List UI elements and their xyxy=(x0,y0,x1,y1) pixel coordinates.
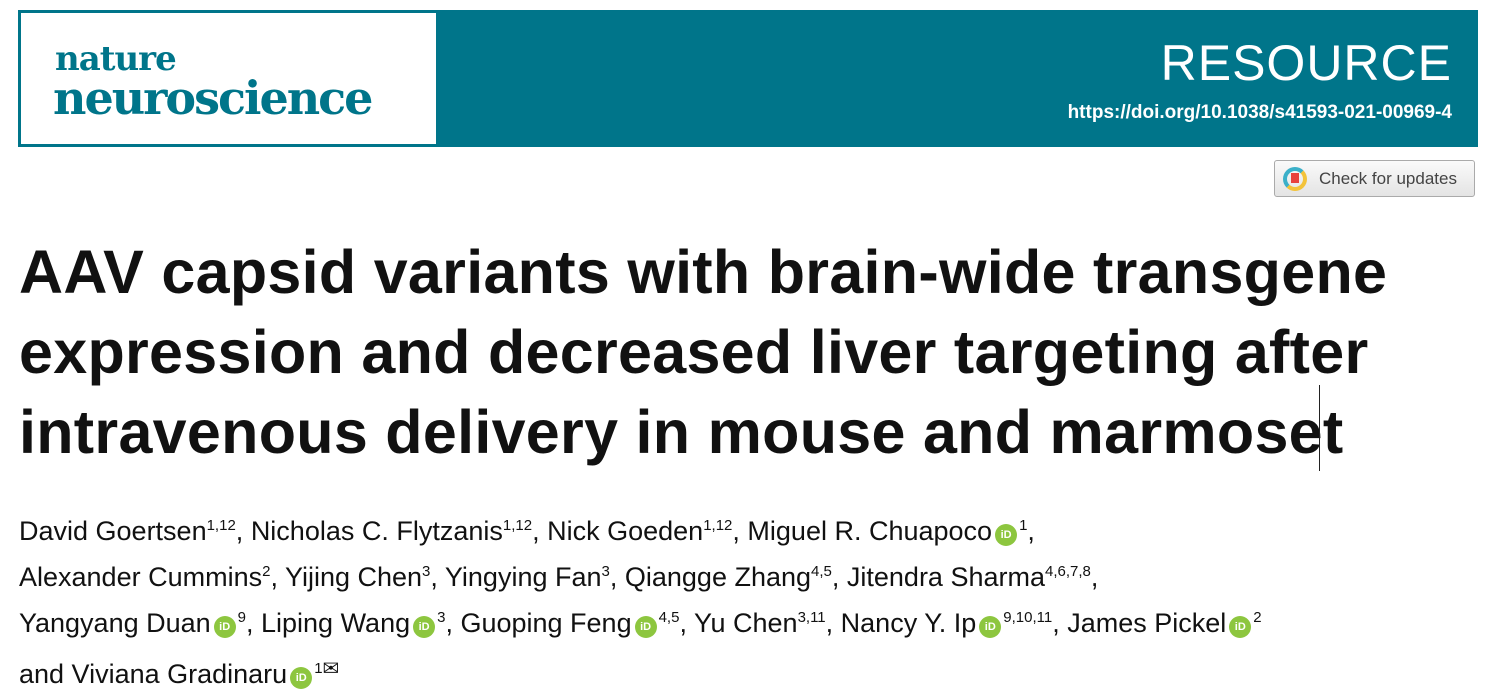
affiliation-superscript[interactable]: 9 xyxy=(237,609,246,626)
author-name[interactable]: Nicholas C. Flytzanis xyxy=(250,516,503,546)
orcid-icon[interactable]: iD xyxy=(995,524,1018,546)
orcid-icon[interactable]: iD xyxy=(413,616,436,638)
logo-line-1: nature xyxy=(55,39,177,79)
logo-line-2: neuroscience xyxy=(53,71,373,125)
affiliation-superscript[interactable]: 1,12 xyxy=(703,517,733,534)
author-name[interactable]: Nancy Y. Ip xyxy=(840,608,977,638)
separator: , xyxy=(732,516,748,546)
author-name[interactable]: Miguel R. Chuapoco xyxy=(747,516,993,546)
separator: , xyxy=(825,608,841,638)
email-icon[interactable]: ✉ xyxy=(322,658,340,680)
text-cursor xyxy=(1319,385,1320,471)
separator: , xyxy=(246,608,262,638)
orcid-icon[interactable]: iD xyxy=(213,616,236,638)
separator: , xyxy=(532,516,548,546)
separator: , xyxy=(679,608,694,638)
author-name[interactable]: Liping Wang xyxy=(261,608,411,638)
orcid-icon[interactable]: iD xyxy=(979,616,1002,638)
author-name[interactable]: Yingying Fan xyxy=(444,562,602,592)
author-name[interactable]: Yu Chen xyxy=(693,608,798,638)
author-name[interactable]: Guoping Feng xyxy=(460,608,632,638)
affiliation-superscript[interactable]: 9,10,11 xyxy=(1003,609,1053,626)
author-name[interactable]: Qiangge Zhang xyxy=(624,562,812,592)
author-line: David Goertsen1,12, Nicholas C. Flytzani… xyxy=(19,508,1489,554)
affiliation-superscript[interactable]: 4,6,7,8 xyxy=(1045,563,1091,580)
affiliation-superscript[interactable]: 4,5 xyxy=(658,609,680,626)
orcid-icon[interactable]: iD xyxy=(1229,616,1252,638)
affiliation-superscript[interactable]: 3 xyxy=(601,563,610,580)
affiliation-superscript[interactable]: 1,12 xyxy=(502,517,533,534)
affiliation-superscript[interactable]: 2 xyxy=(262,563,271,580)
affiliation-superscript[interactable]: 3,11 xyxy=(797,609,826,626)
orcid-icon[interactable]: iD xyxy=(290,667,313,689)
journal-banner: nature neuroscience RESOURCE https://doi… xyxy=(18,10,1478,147)
check-for-updates-button[interactable]: Check for updates xyxy=(1274,160,1475,197)
affiliation-superscript[interactable]: 1,12 xyxy=(206,517,236,534)
affiliation-superscript[interactable]: 2 xyxy=(1253,609,1262,626)
orcid-icon[interactable]: iD xyxy=(634,616,657,638)
journal-logo[interactable]: nature neuroscience xyxy=(21,13,436,144)
author-name[interactable]: Alexander Cummins xyxy=(19,562,263,592)
author-name[interactable]: David Goertsen xyxy=(19,516,207,546)
author-name[interactable]: Jitendra Sharma xyxy=(846,562,1045,592)
article-title: AAV capsid variants with brain-wide tran… xyxy=(19,238,1388,466)
separator: , xyxy=(270,562,285,592)
separator: , xyxy=(1052,608,1068,638)
doi-link[interactable]: https://doi.org/10.1038/s41593-021-00969… xyxy=(1067,102,1452,123)
author-name[interactable]: Yijing Chen xyxy=(284,562,423,592)
author-line: Yangyang Duan iD9, Liping Wang iD3, Guopin… xyxy=(19,600,1489,646)
affiliation-superscript[interactable]: 1 xyxy=(1019,517,1028,534)
affiliation-superscript[interactable]: 4,5 xyxy=(811,563,832,580)
separator: , xyxy=(831,562,847,592)
author-name[interactable]: Yangyang Duan xyxy=(19,608,211,638)
crossmark-icon xyxy=(1283,166,1307,191)
separator: , xyxy=(609,562,625,592)
author-line: and Viviana Gradinaru iD1✉ xyxy=(19,646,1489,697)
author-name[interactable]: and Viviana Gradinaru xyxy=(19,659,288,689)
separator: , xyxy=(1027,516,1035,546)
affiliation-superscript[interactable]: 3 xyxy=(437,609,446,626)
affiliation-superscript[interactable]: 1 xyxy=(314,660,323,677)
separator: , xyxy=(235,516,251,546)
check-for-updates-label: Check for updates xyxy=(1319,168,1457,188)
separator: , xyxy=(445,608,461,638)
article-type: RESOURCE xyxy=(1160,35,1452,91)
author-list: David Goertsen1,12, Nicholas C. Flytzani… xyxy=(19,508,1489,697)
author-line: Alexander Cummins2, Yijing Chen3, Yingyi… xyxy=(19,554,1489,600)
author-name[interactable]: Nick Goeden xyxy=(547,516,704,546)
affiliation-superscript[interactable]: 3 xyxy=(422,563,431,580)
separator: , xyxy=(1090,562,1099,592)
author-name[interactable]: James Pickel xyxy=(1067,608,1227,638)
separator: , xyxy=(430,562,445,592)
